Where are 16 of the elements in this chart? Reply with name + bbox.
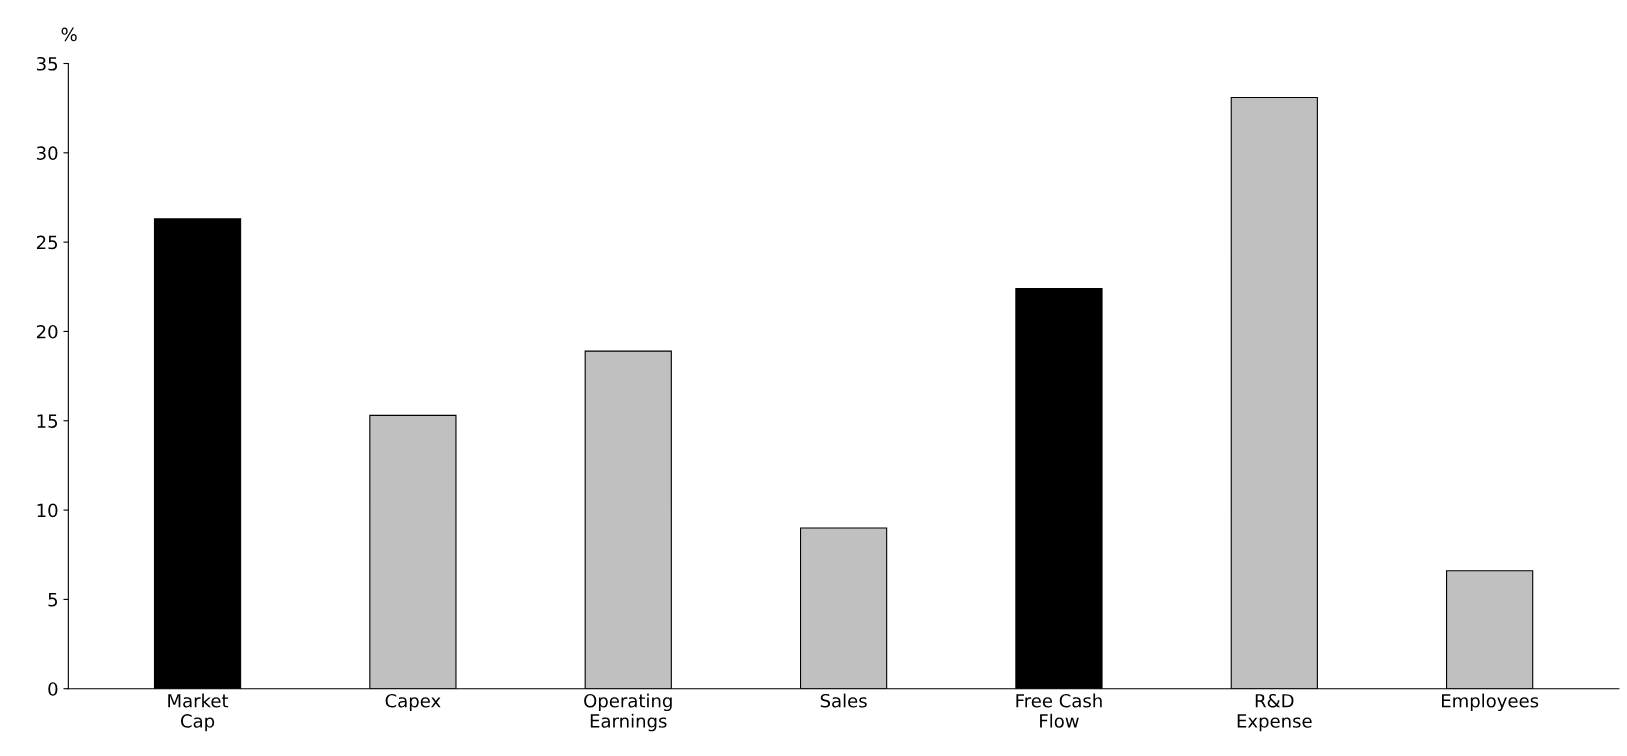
y-tick-label: 25: [36, 235, 58, 250]
y-axis-title: %: [61, 27, 77, 42]
y-tick-label: 10: [37, 503, 58, 518]
x-tick-label: R&D Expense: [1237, 693, 1312, 732]
y-tick-label: 35: [37, 56, 58, 71]
x-tick-label: Operating Earnings: [584, 693, 672, 732]
y-tick-label: 5: [48, 593, 58, 607]
x-tick-label: Sales: [820, 693, 867, 708]
y-tick-label: 20: [36, 324, 58, 339]
y-tick-label: 15: [37, 414, 58, 428]
x-tick-label: Market Cap: [168, 693, 229, 732]
x-tick-label: Capex: [385, 693, 441, 712]
x-tick-label: Employees: [1442, 693, 1539, 712]
y-tick-label: 30: [37, 146, 58, 160]
x-tick-label: Free Cash Flow: [1016, 693, 1102, 728]
y-tick-label: 0: [48, 682, 58, 696]
